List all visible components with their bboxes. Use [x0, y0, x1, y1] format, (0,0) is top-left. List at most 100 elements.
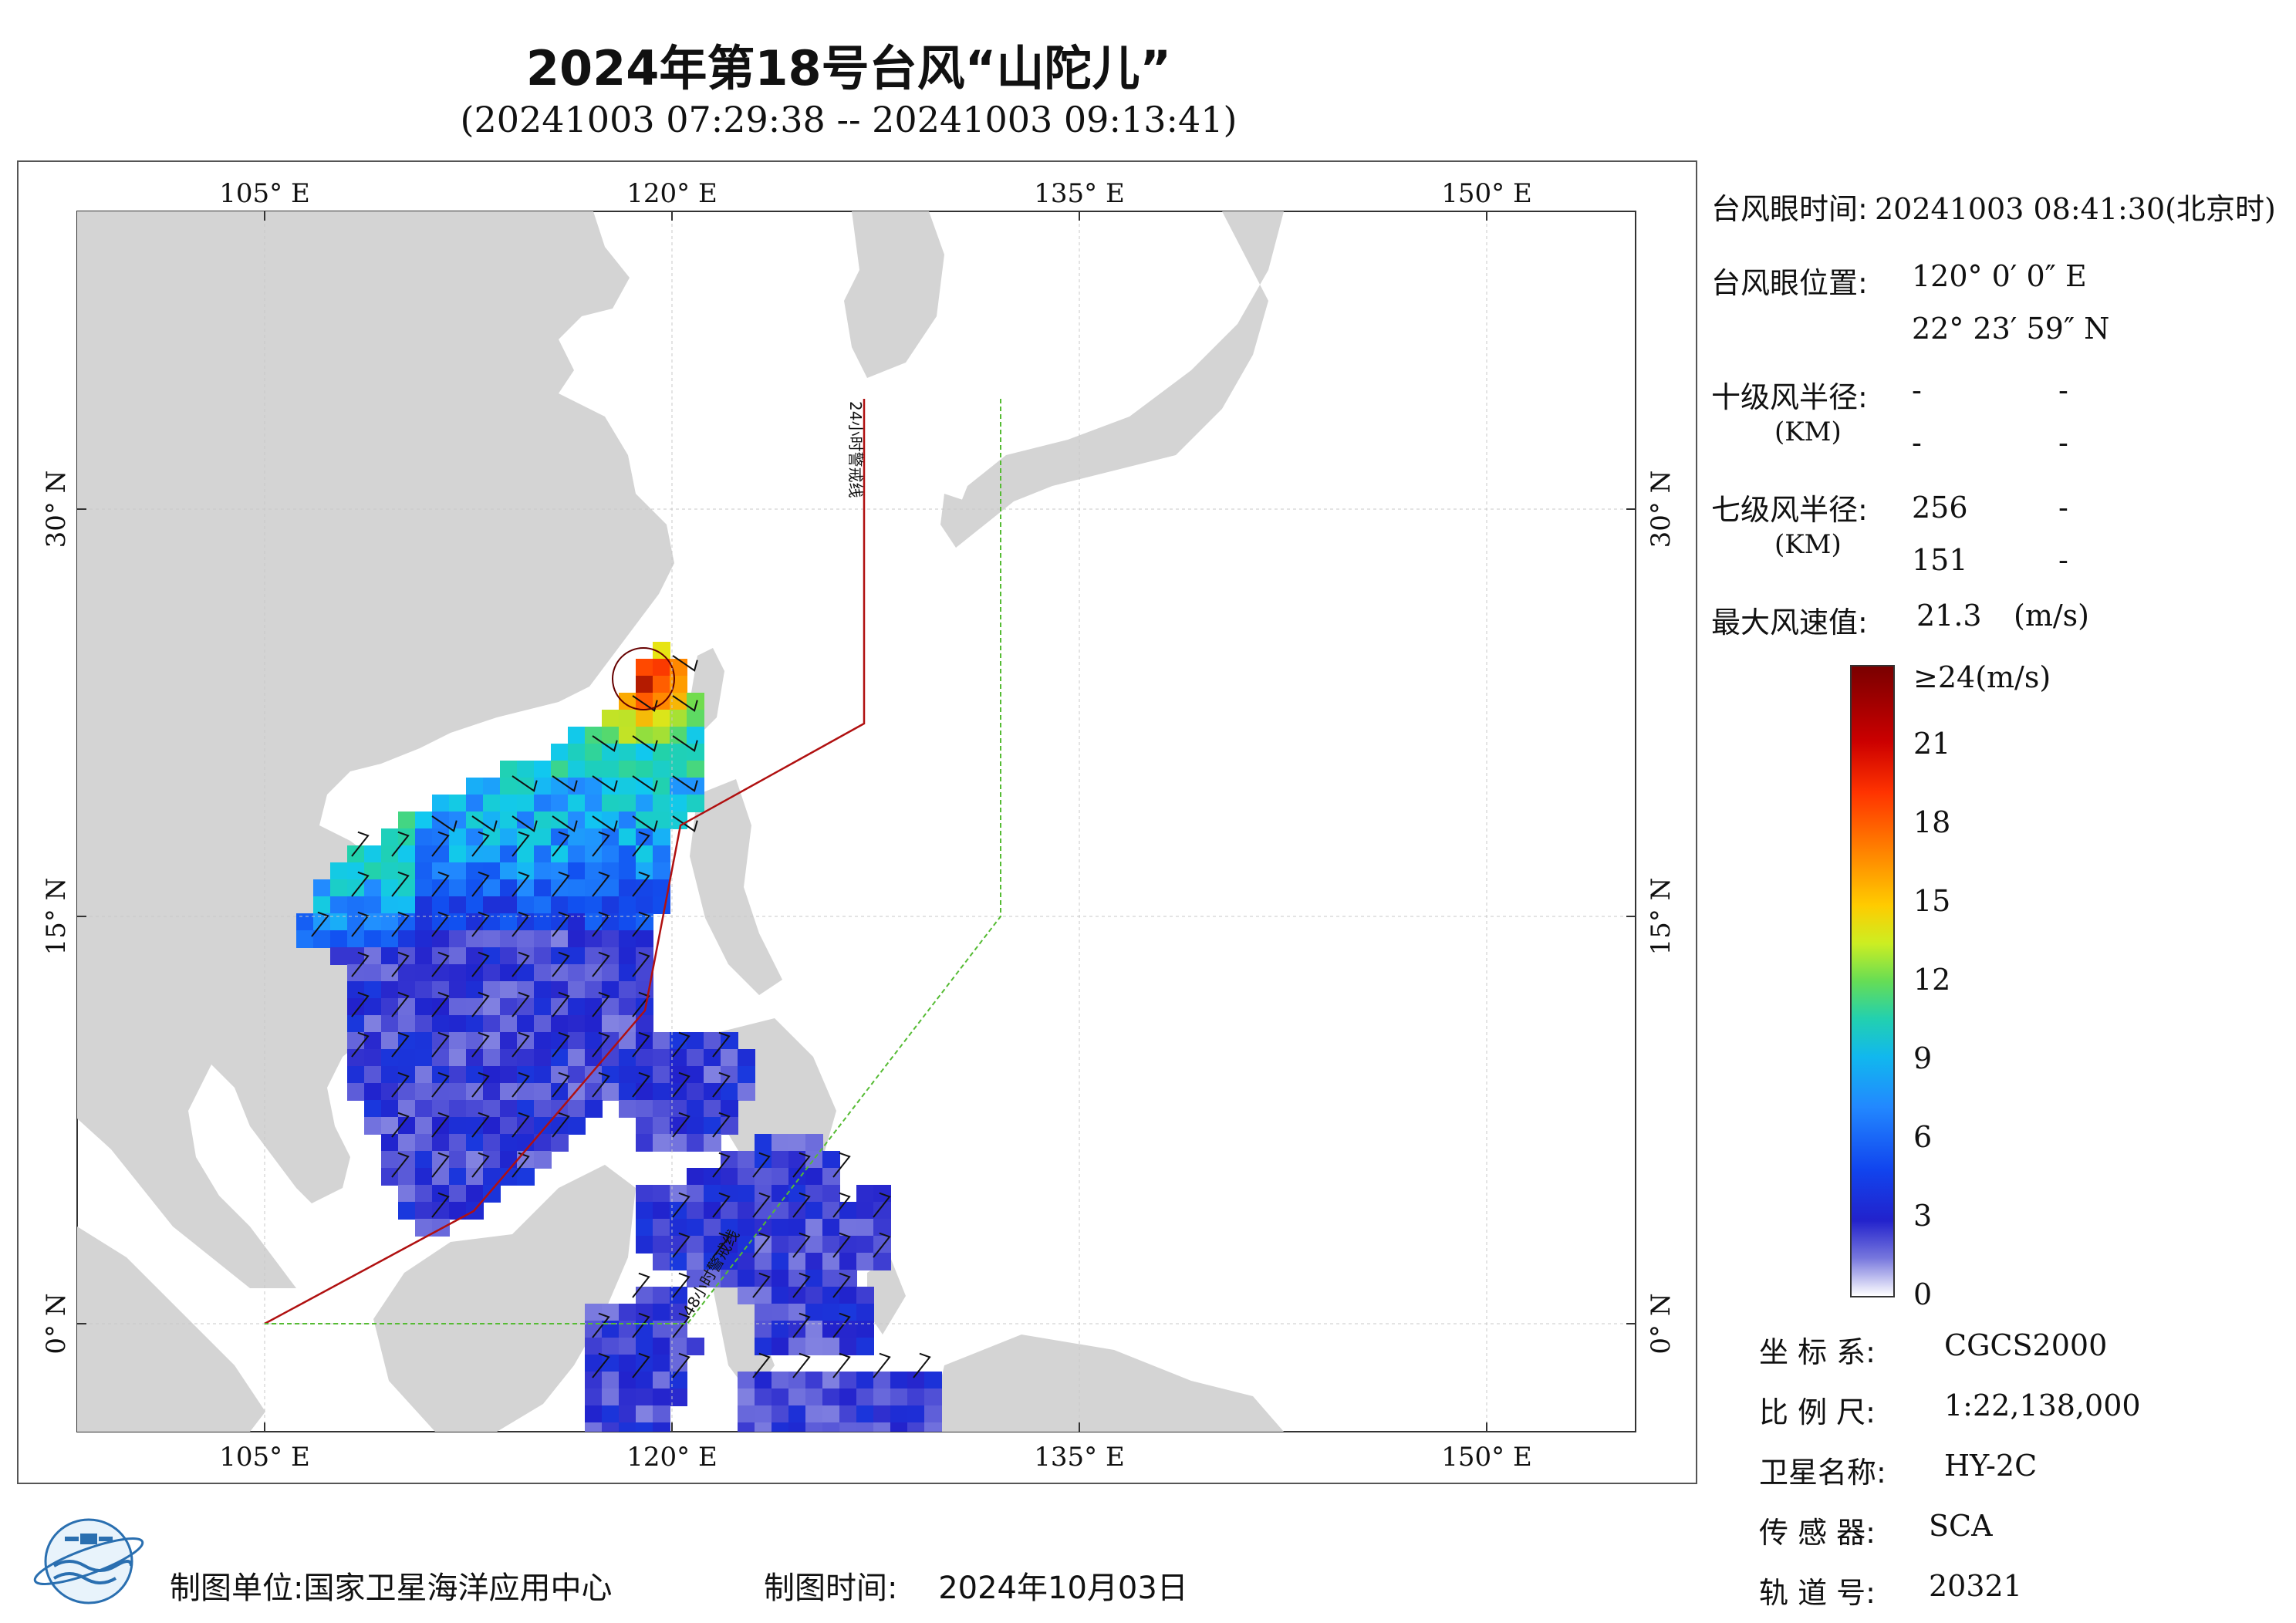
wind-speed-cell	[602, 862, 620, 880]
wind-speed-cell	[619, 879, 636, 897]
wind-speed-cell	[721, 1117, 738, 1135]
wind-speed-cell	[568, 845, 586, 863]
wind-speed-cell	[381, 998, 399, 1016]
wind-speed-cell	[551, 1083, 569, 1101]
wind-speed-cell	[534, 930, 552, 948]
wind-speed-cell	[653, 659, 670, 677]
wind-speed-cell	[822, 1236, 840, 1254]
wind-barb	[632, 1312, 650, 1338]
land-borneo	[373, 1165, 636, 1432]
wind-speed-cell	[432, 828, 450, 846]
wind-speed-cell	[466, 778, 484, 795]
wind-speed-cell	[551, 981, 569, 999]
wind-speed-cell	[653, 845, 670, 863]
wind-speed-cell	[534, 964, 552, 982]
wind-speed-cell	[449, 964, 467, 982]
wind-speed-cell	[670, 710, 687, 727]
wind-speed-cell	[347, 1066, 365, 1084]
wind-speed-cell	[398, 1049, 416, 1067]
wind-barb	[592, 1312, 610, 1338]
wind-speed-cell	[805, 1321, 823, 1338]
wind-barb	[431, 1031, 450, 1058]
wind-speed-cell	[755, 1151, 772, 1169]
wind-speed-cell	[653, 1134, 670, 1152]
wind-speed-cell	[432, 1100, 450, 1118]
wind-speed-cell	[432, 862, 450, 880]
wind-speed-cell	[585, 1388, 603, 1406]
wind-speed-cell	[619, 845, 636, 863]
wind-speed-cell	[500, 981, 518, 999]
wind-speed-cell	[568, 1117, 586, 1135]
r7-label: 七级风半径:	[1711, 493, 1868, 527]
wind-speed-cell	[619, 896, 636, 914]
wind-speed-cell	[568, 981, 586, 999]
wind-barb	[792, 1152, 811, 1178]
wind-speed-cell	[704, 1066, 721, 1084]
wind-barb	[431, 1112, 450, 1138]
wind-speed-cell	[568, 930, 586, 948]
wind-barb	[672, 1312, 690, 1338]
wind-speed-cell	[755, 1287, 772, 1304]
eye-pos-label: 台风眼位置:	[1711, 266, 1868, 300]
wind-speed-cell	[619, 1355, 636, 1372]
wind-speed-cell	[415, 812, 433, 829]
wind-speed-cell	[924, 1422, 942, 1432]
wind-speed-cell	[551, 862, 569, 880]
wind-speed-cell	[534, 1100, 552, 1118]
wind-speed-cell	[805, 1253, 823, 1270]
wind-speed-cell	[636, 862, 653, 880]
wind-speed-cell	[415, 1100, 433, 1118]
wind-speed-cell	[466, 947, 484, 965]
wind-speed-cell	[602, 1321, 620, 1338]
wind-speed-cell	[890, 1422, 908, 1432]
wind-barb	[752, 1232, 771, 1258]
wind-speed-cell	[585, 998, 603, 1016]
wind-speed-cell	[856, 1253, 874, 1270]
wind-speed-cell	[619, 998, 636, 1016]
wind-speed-cell	[805, 1287, 823, 1304]
wind-speed-cell	[788, 1151, 806, 1169]
wind-speed-cell	[330, 879, 348, 897]
wind-barb	[592, 911, 610, 937]
wind-speed-cell	[873, 1202, 891, 1220]
wind-speed-cell	[653, 1066, 670, 1084]
wind-speed-cell	[924, 1405, 942, 1423]
wind-speed-cell	[500, 1134, 518, 1152]
wind-speed-cell	[364, 845, 382, 863]
wind-speed-cell	[636, 998, 653, 1016]
wind-speed-cell	[805, 1134, 823, 1152]
wind-speed-cell	[466, 862, 484, 880]
wind-speed-cell	[568, 795, 586, 812]
land-kyushu	[940, 494, 975, 548]
wind-speed-cell	[772, 1287, 789, 1304]
wind-speed-cell	[381, 930, 399, 948]
agency-logo	[33, 1518, 144, 1604]
wind-barb	[351, 911, 370, 937]
wind-speed-cell	[381, 947, 399, 965]
wind-speed-cell	[398, 1032, 416, 1050]
wind-speed-cell	[364, 896, 382, 914]
wind-speed-cell	[398, 879, 416, 897]
wind-speed-cell	[822, 1185, 840, 1203]
wind-speed-cell	[534, 1049, 552, 1067]
wind-speed-cell	[602, 710, 620, 727]
wind-speed-cell	[738, 1405, 755, 1423]
wind-speed-cell	[483, 1015, 501, 1033]
wind-speed-cell	[738, 1270, 755, 1287]
wind-speed-cell	[415, 981, 433, 999]
wind-speed-cell	[568, 1066, 586, 1084]
colorbar-tick-label: 12	[1913, 963, 1951, 997]
wind-speed-cell	[653, 1185, 670, 1203]
wind-speed-cell	[432, 879, 450, 897]
wind-speed-cell	[551, 1049, 569, 1067]
wind-speed-cell	[619, 727, 636, 744]
wind-speed-cell	[432, 1015, 450, 1033]
wind-speed-cell	[721, 1100, 738, 1118]
wind-speed-cell	[568, 828, 586, 846]
wind-speed-cell	[653, 1355, 670, 1372]
wind-speed-cell	[483, 812, 501, 829]
wind-speed-cell	[670, 1083, 687, 1101]
wind-speed-cell	[398, 1100, 416, 1118]
wind-speed-cell	[602, 761, 620, 778]
wind-speed-cell	[466, 828, 484, 846]
